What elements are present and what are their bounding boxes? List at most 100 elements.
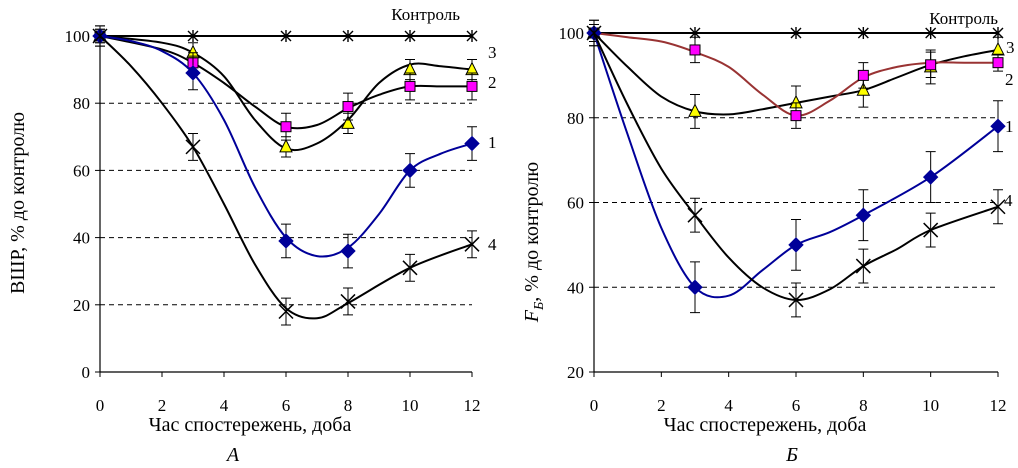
y-tick-label-a: 0 — [82, 363, 91, 382]
series-a-4: 4 — [92, 25, 497, 326]
data-point-a-4 — [278, 303, 294, 320]
series-line-a-4 — [99, 35, 473, 320]
data-point-b-4 — [923, 222, 939, 238]
x-tick-label-a: 6 — [282, 396, 291, 415]
data-point-a-2 — [342, 101, 354, 113]
data-point-a-1 — [341, 115, 355, 129]
data-point-b-4 — [855, 258, 871, 274]
series-label-b-3: 1 — [1005, 117, 1014, 136]
data-point-b-0 — [857, 27, 869, 39]
x-tick-label-b: 10 — [922, 396, 939, 415]
data-point-b-2 — [790, 110, 802, 122]
data-point-b-3 — [855, 207, 872, 223]
series-a-3: 1 — [92, 25, 497, 269]
y-tick-label-a: 60 — [73, 161, 90, 180]
data-point-a-3 — [402, 162, 418, 179]
data-point-b-2 — [992, 57, 1004, 69]
series-label-b-1: 3 — [1006, 38, 1015, 57]
data-point-b-3 — [922, 169, 939, 185]
data-point-a-0 — [342, 30, 354, 42]
data-point-a-4 — [185, 139, 201, 155]
x-tick-label-b: 8 — [859, 396, 868, 415]
data-point-a-0 — [280, 30, 292, 42]
y-axis-title-b: FБ, % до контролю — [521, 162, 547, 323]
data-point-a-1 — [279, 138, 293, 153]
x-tick-label-a: 2 — [158, 396, 167, 415]
data-point-a-0 — [466, 30, 478, 42]
data-point-a-4 — [464, 236, 480, 252]
series-label-a-2: 2 — [488, 73, 497, 92]
y-tick-label-a: 40 — [73, 229, 90, 248]
data-point-a-2 — [280, 121, 292, 133]
data-point-b-1 — [856, 82, 871, 96]
y-tick-label-b: 100 — [559, 24, 585, 43]
y-tick-label-a: 20 — [73, 296, 90, 315]
data-point-b-3 — [687, 279, 703, 295]
data-point-a-4 — [402, 260, 418, 276]
panel-label-b: Б — [785, 444, 798, 466]
x-tick-label-b: 6 — [792, 396, 801, 415]
x-tick-label-a: 4 — [220, 396, 229, 415]
data-point-a-4 — [340, 293, 356, 309]
series-label-a-0: Контроль — [391, 5, 460, 24]
x-axis-title-a: Час спостережень, доба — [149, 414, 352, 436]
x-tick-label-a: 12 — [464, 396, 481, 415]
data-point-a-2 — [404, 80, 416, 92]
y-tick-label-b: 60 — [567, 194, 584, 213]
data-point-a-0 — [404, 30, 416, 42]
data-point-a-3 — [464, 135, 480, 152]
data-point-b-4 — [586, 25, 602, 41]
data-point-b-2 — [925, 59, 937, 71]
data-point-a-2 — [466, 80, 478, 92]
data-point-a-3 — [185, 65, 201, 81]
data-point-b-4 — [990, 199, 1006, 215]
y-axis-title-a: ВШР, % до контролю — [7, 112, 29, 294]
series-label-a-1: 3 — [488, 43, 497, 62]
y-tick-label-b: 20 — [567, 363, 584, 382]
data-point-b-2 — [689, 44, 701, 56]
data-point-a-3 — [278, 233, 294, 249]
data-point-b-1 — [688, 103, 702, 117]
series-b-2: 2 — [588, 24, 1014, 129]
chart-panel-b: FБ, % до контролю Час спостережень, доба… — [521, 9, 1015, 466]
x-axis-title-b: Час спостережень, доба — [664, 414, 867, 436]
x-tick-label-a: 0 — [96, 396, 105, 415]
data-point-b-1 — [991, 41, 1005, 56]
data-point-b-4 — [687, 207, 703, 223]
x-tick-label-b: 0 — [590, 396, 599, 415]
data-point-b-0 — [925, 27, 937, 39]
data-point-b-3 — [990, 118, 1006, 134]
x-tick-label-b: 4 — [724, 396, 733, 415]
panel-label-a: А — [225, 444, 240, 466]
data-point-b-2 — [857, 69, 869, 81]
y-axis-title-b-main: F — [521, 309, 543, 323]
series-label-b-2: 2 — [1005, 70, 1014, 89]
data-point-a-3 — [340, 243, 356, 259]
data-point-a-0 — [187, 30, 199, 42]
x-tick-label-b: 2 — [657, 396, 666, 415]
series-b-3: 1 — [586, 19, 1014, 314]
series-a-0: Контроль — [94, 5, 478, 42]
y-tick-label-b: 40 — [567, 278, 584, 297]
x-tick-label-b: 12 — [990, 396, 1007, 415]
data-point-b-4 — [788, 292, 804, 308]
series-b-4: 4 — [586, 19, 1013, 318]
data-point-b-0 — [790, 27, 802, 39]
x-tick-label-a: 8 — [344, 396, 353, 415]
series-b-0: Контроль — [588, 9, 1004, 39]
series-line-b-4 — [593, 32, 999, 302]
series-line-b-3 — [593, 32, 999, 299]
y-tick-label-a: 100 — [65, 27, 91, 46]
series-label-a-4: 4 — [488, 235, 497, 254]
series-a-2: 2 — [94, 28, 497, 141]
data-point-a-4 — [92, 28, 108, 44]
y-axis-title-b-rest: , % до контролю — [521, 162, 543, 302]
y-tick-label-b: 80 — [567, 109, 584, 128]
chart-panel-a: ВШР, % до контролю Час спостережень, доб… — [7, 5, 497, 466]
y-axis-title-b-sub: Б — [532, 302, 547, 311]
series-label-b-4: 4 — [1004, 191, 1013, 210]
y-tick-label-a: 80 — [73, 94, 90, 113]
x-tick-label-a: 10 — [402, 396, 419, 415]
series-label-b-0: Контроль — [929, 9, 998, 28]
